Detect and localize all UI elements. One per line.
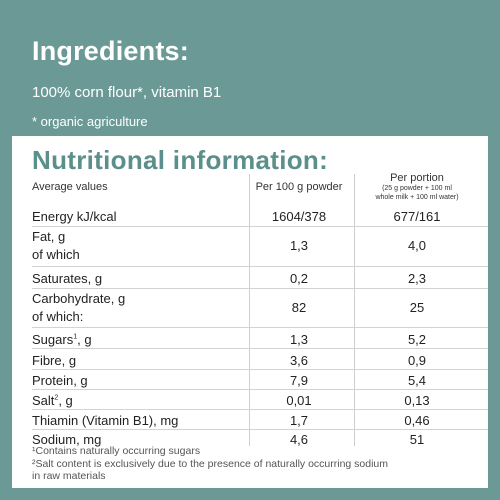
header-per-portion-detail-2: whole milk + 100 ml water) — [375, 194, 459, 201]
value-per-100g: 1,3 — [289, 332, 309, 347]
value-per-100g: 7,9 — [289, 373, 309, 388]
value-per-portion: 0,9 — [407, 353, 427, 368]
value-per-100g: 0,2 — [289, 271, 309, 286]
header-average-values: Average values — [32, 181, 108, 193]
value-per-100g: 4,6 — [289, 432, 309, 447]
value-per-100g: 1,7 — [289, 413, 309, 428]
nutrient-subtext: of which: — [32, 309, 84, 324]
ingredients-text: 100% corn flour*, vitamin B1 — [32, 84, 222, 101]
table-row: Energy kJ/kcal 1604/378 677/161 — [32, 206, 488, 226]
header-per-100g: Per 100 g powder — [255, 181, 343, 193]
value-per-portion: 0,46 — [404, 413, 430, 428]
nutrient-name-text: Sugars — [32, 332, 74, 347]
header-per-portion: Per portion (25 g powder + 100 ml whole … — [354, 172, 480, 202]
nutrient-name: Fat, g — [32, 229, 66, 244]
nutrient-subtext: of which — [32, 247, 80, 262]
nutrient-name: Saturates, g — [32, 271, 103, 286]
value-per-100g: 3,6 — [289, 353, 309, 368]
footnote-2-line-1: ²Salt content is exclusively due to the … — [32, 458, 389, 470]
footnote-2-line-2: in raw materials — [32, 470, 106, 482]
nutrient-name: Carbohydrate, g — [32, 291, 126, 306]
footnote-2: ²Salt content is exclusively due to the … — [32, 458, 388, 482]
header-per-portion-detail-1: (25 g powder + 100 ml — [382, 185, 452, 192]
nutrient-name: Fibre, g — [32, 353, 77, 368]
ingredients-title: Ingredients: — [32, 36, 189, 66]
value-per-portion: 25 — [409, 300, 425, 315]
value-per-100g: 1,3 — [289, 238, 309, 253]
value-per-portion: 5,4 — [407, 373, 427, 388]
table-row: Fat, g of which 1,3 4,0 — [32, 226, 488, 267]
footnote-marker: 2 — [54, 394, 59, 402]
footnote-marker: 1 — [73, 333, 78, 341]
nutrient-name: Thiamin (Vitamin B1), mg — [32, 413, 179, 428]
nutrient-unit: , g — [58, 393, 73, 408]
table-row: Carbohydrate, g of which: 82 25 — [32, 288, 488, 328]
column-divider-2 — [354, 174, 355, 446]
nutrient-name: Salt2, g — [32, 393, 73, 408]
value-per-portion: 4,0 — [407, 238, 427, 253]
value-per-portion: 5,2 — [407, 332, 427, 347]
header-per-portion-label: Per portion — [390, 172, 444, 184]
value-per-portion: 677/161 — [393, 209, 441, 224]
nutrient-name-text: Salt — [32, 393, 55, 408]
nutrient-name: Energy kJ/kcal — [32, 209, 117, 224]
table-row: Sodium, mg 4,6 51 — [32, 429, 488, 449]
nutrition-title: Nutritional information: — [32, 145, 329, 175]
nutrient-name: Sodium, mg — [32, 432, 102, 447]
table-row: Thiamin (Vitamin B1), mg 1,7 0,46 — [32, 409, 488, 430]
ingredients-note: * organic agriculture — [32, 114, 148, 129]
table-row: Protein, g 7,9 5,4 — [32, 369, 488, 390]
footnote-1: ¹Contains naturally occurring sugars — [32, 445, 201, 457]
nutrient-name: Sugars1, g — [32, 332, 92, 347]
value-per-100g: 1604/378 — [271, 209, 327, 224]
column-divider-1 — [249, 174, 250, 446]
nutrient-unit: , g — [77, 332, 92, 347]
nutrient-name: Protein, g — [32, 373, 88, 388]
table-row: Fibre, g 3,6 0,9 — [32, 348, 488, 370]
value-per-portion: 51 — [409, 432, 425, 447]
table-row: Salt2, g 0,01 0,13 — [32, 389, 488, 410]
table-row: Saturates, g 0,2 2,3 — [32, 266, 488, 289]
value-per-portion: 0,13 — [404, 393, 430, 408]
value-per-portion: 2,3 — [407, 271, 427, 286]
value-per-100g: 82 — [291, 300, 307, 315]
value-per-100g: 0,01 — [286, 393, 312, 408]
nutrition-panel: Nutritional information: Average values … — [12, 136, 488, 488]
table-row: Sugars1, g 1,3 5,2 — [32, 327, 488, 349]
ingredients-section: Ingredients: 100% corn flour*, vitamin B… — [0, 0, 500, 136]
